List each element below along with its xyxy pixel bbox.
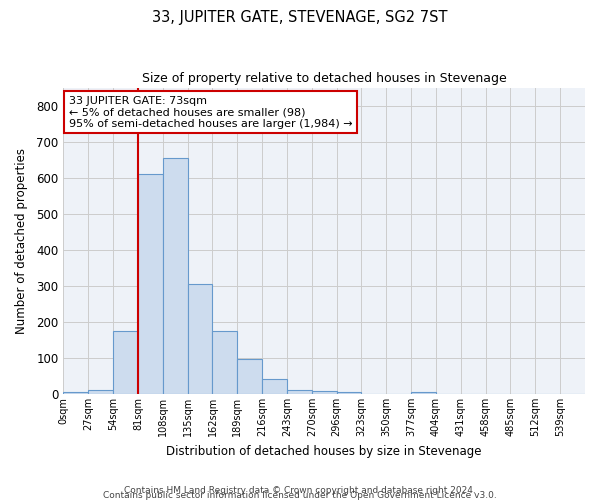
Bar bbox=[113, 331, 138, 394]
Bar bbox=[337, 392, 361, 394]
Bar bbox=[237, 359, 262, 394]
Bar bbox=[64, 392, 88, 394]
Y-axis label: Number of detached properties: Number of detached properties bbox=[15, 148, 28, 334]
Title: Size of property relative to detached houses in Stevenage: Size of property relative to detached ho… bbox=[142, 72, 506, 86]
X-axis label: Distribution of detached houses by size in Stevenage: Distribution of detached houses by size … bbox=[166, 444, 482, 458]
Text: Contains HM Land Registry data © Crown copyright and database right 2024.: Contains HM Land Registry data © Crown c… bbox=[124, 486, 476, 495]
Bar bbox=[312, 391, 337, 394]
Bar bbox=[138, 174, 163, 394]
Bar bbox=[287, 390, 312, 394]
Bar bbox=[88, 390, 113, 394]
Text: 33 JUPITER GATE: 73sqm
← 5% of detached houses are smaller (98)
95% of semi-deta: 33 JUPITER GATE: 73sqm ← 5% of detached … bbox=[68, 96, 352, 129]
Bar bbox=[212, 331, 237, 394]
Bar bbox=[163, 158, 188, 394]
Bar bbox=[411, 392, 436, 394]
Bar bbox=[262, 379, 287, 394]
Bar bbox=[188, 284, 212, 394]
Text: 33, JUPITER GATE, STEVENAGE, SG2 7ST: 33, JUPITER GATE, STEVENAGE, SG2 7ST bbox=[152, 10, 448, 25]
Text: Contains public sector information licensed under the Open Government Licence v3: Contains public sector information licen… bbox=[103, 491, 497, 500]
